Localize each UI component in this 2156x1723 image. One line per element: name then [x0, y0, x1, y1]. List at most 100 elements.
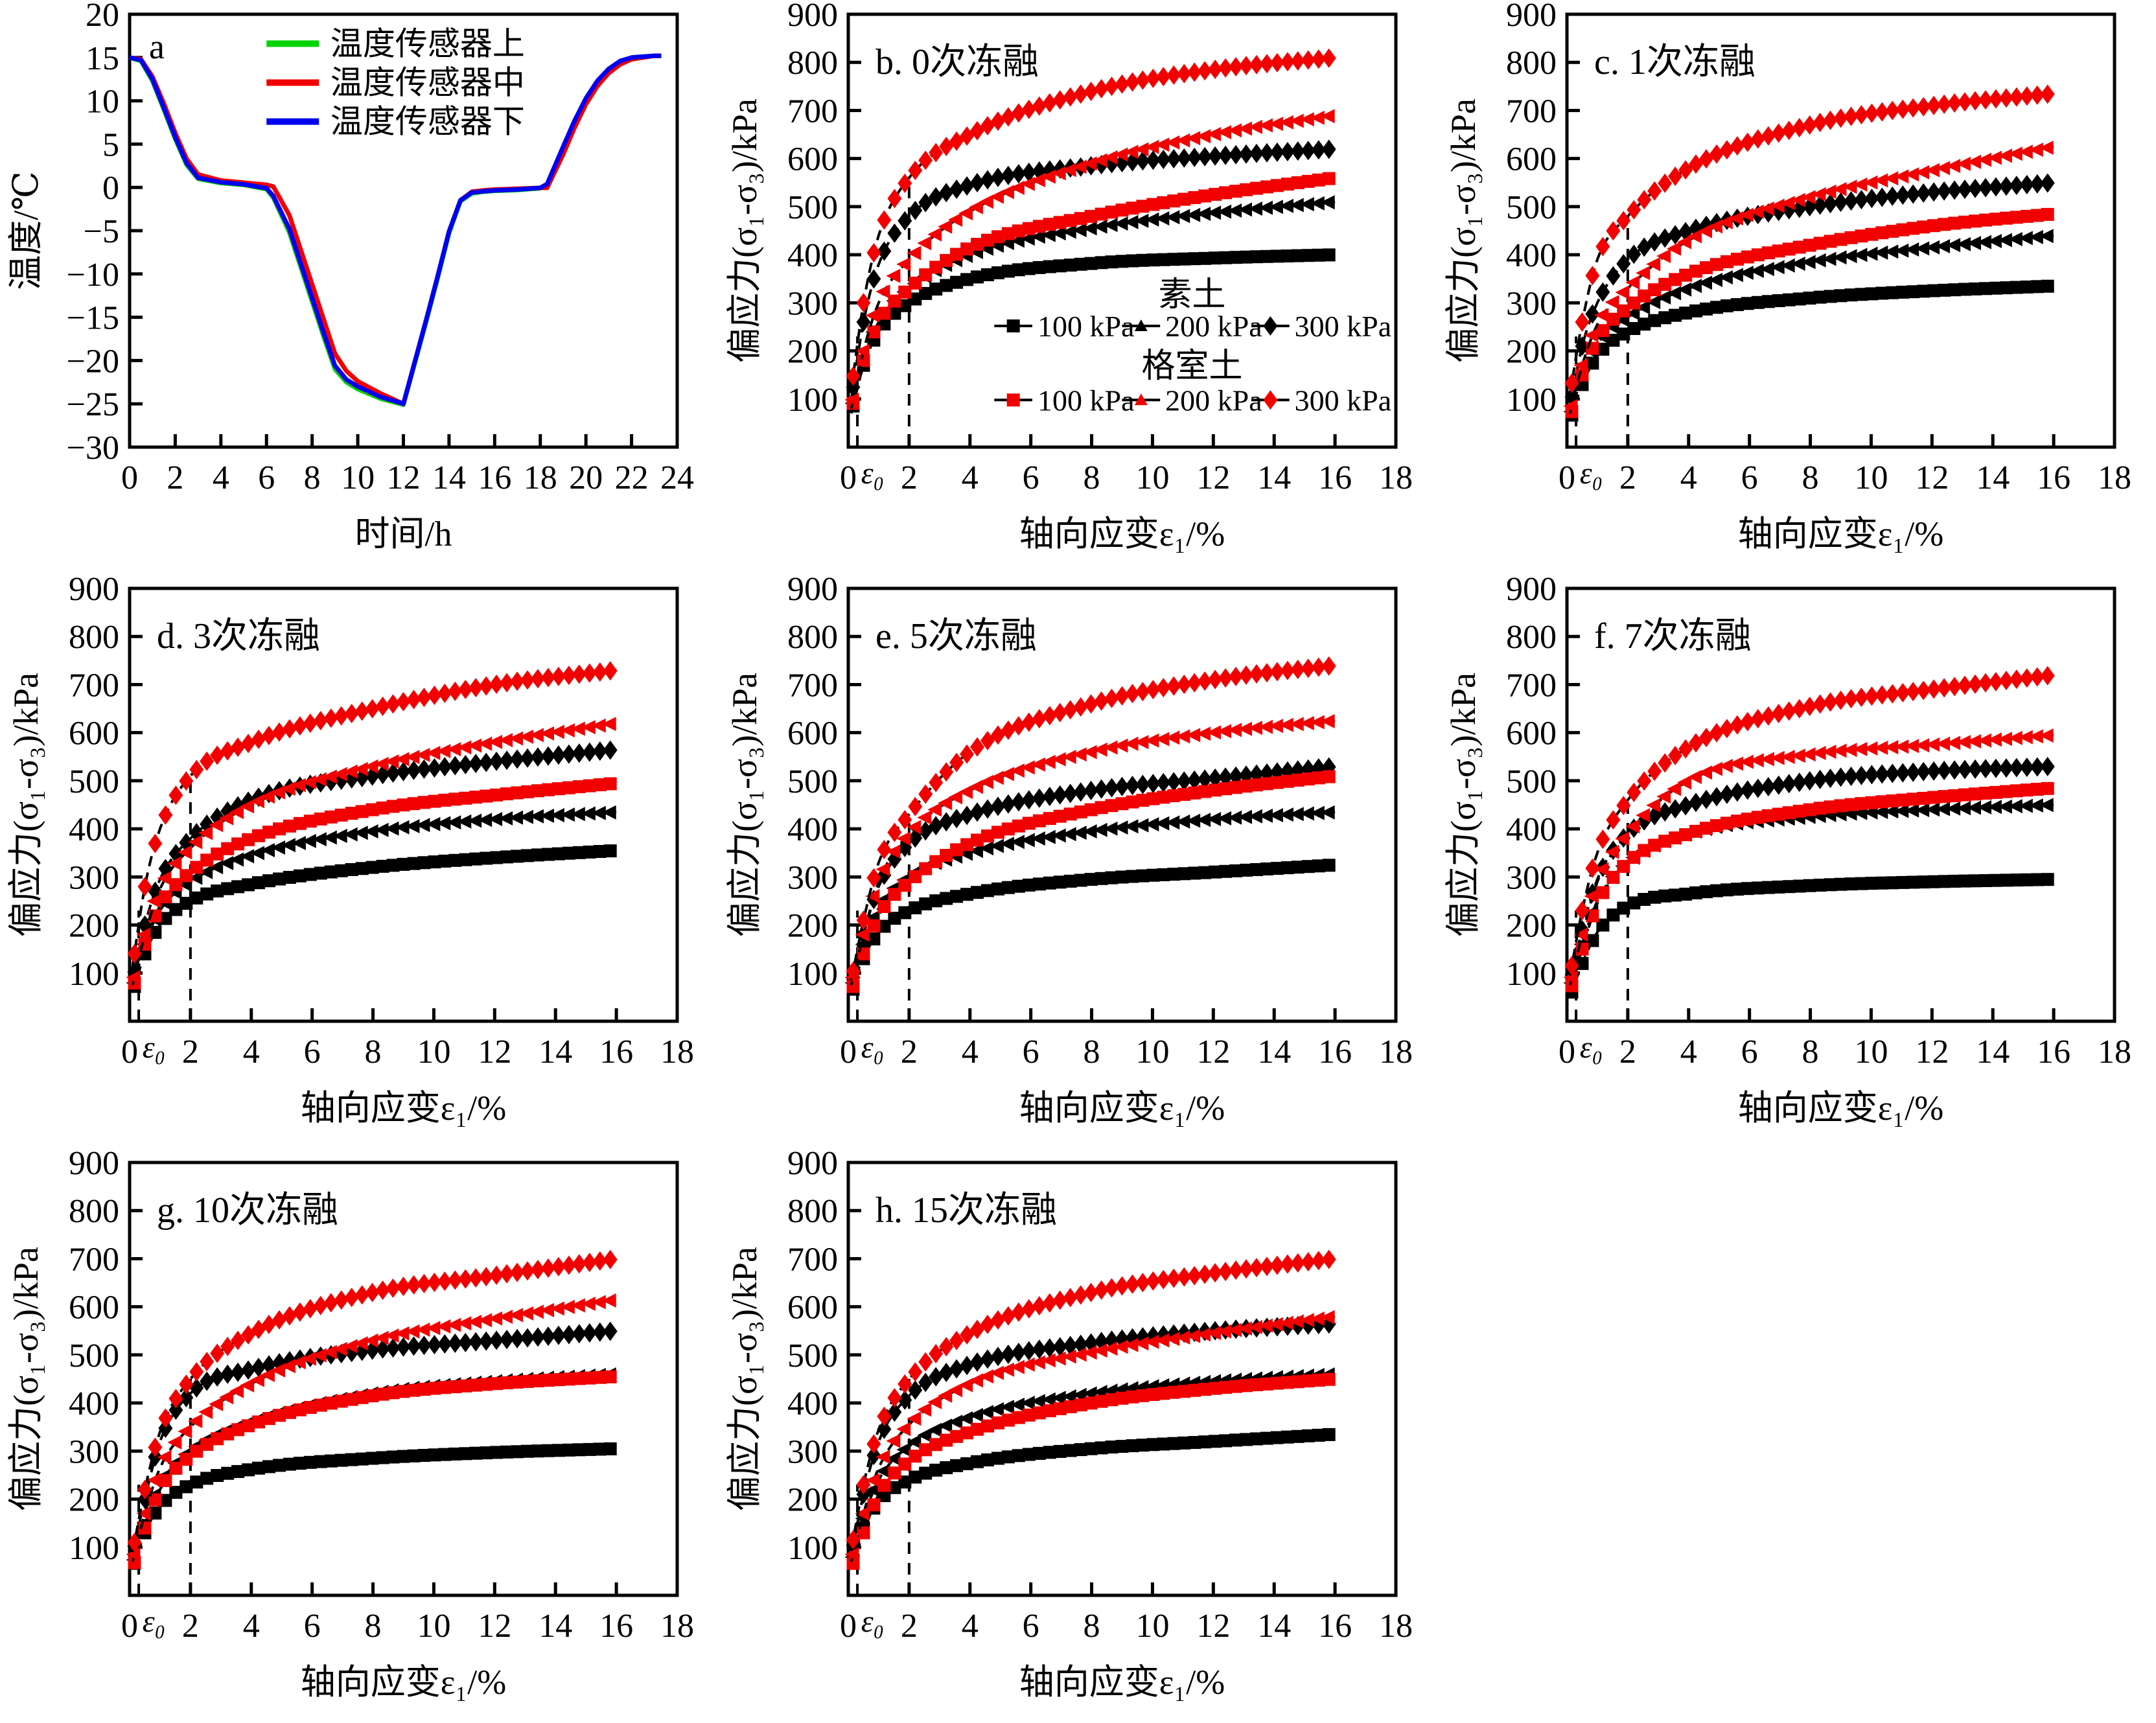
marker-diamond	[1125, 72, 1140, 92]
marker-triangle	[1739, 266, 1754, 280]
marker-square	[1177, 1436, 1191, 1450]
marker-diamond	[437, 1334, 452, 1354]
marker-square	[950, 1459, 964, 1472]
x-tick-label: 0	[840, 459, 857, 496]
marker-diamond	[500, 1264, 515, 1284]
marker-square	[376, 859, 389, 873]
marker-diamond	[469, 1268, 483, 1288]
marker-triangle	[436, 816, 451, 831]
marker-diamond	[898, 1374, 912, 1394]
marker-square	[1751, 881, 1765, 895]
marker-square	[981, 1419, 994, 1433]
marker-diamond	[1104, 76, 1119, 97]
x-tick-label: 18	[2098, 459, 2131, 496]
marker-square	[1167, 789, 1181, 802]
y-tick-label: 900	[787, 574, 838, 608]
marker-square	[1188, 191, 1201, 204]
marker-diamond	[489, 1330, 504, 1350]
marker-diamond	[1021, 162, 1036, 182]
marker-diamond	[2040, 84, 2055, 104]
marker-diamond	[386, 1338, 400, 1358]
marker-diamond	[1875, 187, 1890, 207]
marker-square	[991, 882, 1004, 896]
marker-square	[857, 1526, 870, 1540]
marker-square	[531, 848, 544, 862]
marker-triangle	[498, 1310, 513, 1324]
empty-cell	[1437, 1148, 2156, 1722]
marker-square	[909, 1450, 922, 1463]
marker-square	[1240, 863, 1253, 877]
marker-diamond	[1844, 767, 1859, 786]
marker-diamond	[1627, 782, 1641, 802]
marker-square	[180, 897, 193, 910]
marker-square	[459, 1379, 472, 1393]
y-tick-label: 600	[787, 141, 838, 178]
marker-square	[1219, 186, 1233, 200]
marker-diamond	[437, 683, 452, 703]
marker-diamond	[866, 243, 881, 263]
marker-diamond	[251, 1358, 266, 1378]
marker-diamond	[531, 1327, 545, 1347]
y-axis-title: 偏应力(σ₁-σ₃)/kPa	[725, 1247, 764, 1511]
marker-square	[1157, 791, 1170, 804]
marker-triangle	[1987, 800, 2002, 815]
marker-diamond	[1978, 178, 1993, 198]
marker-square	[603, 777, 617, 791]
marker-triangle	[343, 827, 358, 842]
marker-diamond	[1063, 783, 1078, 804]
marker-diamond	[908, 828, 923, 848]
marker-square	[1824, 800, 1837, 814]
marker-diamond	[1927, 761, 1942, 781]
marker-square	[438, 854, 452, 868]
marker-triangle	[240, 1378, 255, 1393]
y-tick-label: 300	[69, 859, 119, 896]
marker-square	[1063, 259, 1077, 272]
marker-diamond	[856, 293, 871, 313]
y-tick-label: 200	[1506, 334, 1557, 371]
marker-square	[2010, 784, 2023, 798]
marker-diamond	[939, 812, 954, 832]
marker-diamond	[396, 691, 411, 711]
marker-square	[1824, 235, 1837, 248]
marker-square	[1146, 792, 1160, 805]
marker-square	[1126, 202, 1139, 215]
marker-square	[562, 781, 575, 794]
marker-triangle	[1759, 202, 1774, 216]
marker-square	[293, 869, 307, 883]
marker-diamond	[1647, 181, 1662, 201]
panel-f-7-cycles-chart: 0 2 4 6 8 10 12 14 16 18 100 200 300 400 500 600 700 800 9…	[1437, 574, 2156, 1148]
y-tick-label: 800	[69, 619, 119, 656]
marker-square	[1209, 865, 1222, 879]
x-tick-label: 12	[387, 459, 421, 496]
marker-square	[1679, 828, 1693, 842]
marker-diamond	[1249, 143, 1264, 163]
marker-triangle	[1605, 295, 1619, 310]
marker-square	[231, 837, 245, 851]
marker-diamond	[1854, 105, 1869, 125]
marker-square	[490, 851, 504, 864]
marker-diamond	[2009, 669, 2024, 689]
marker-triangle	[1801, 747, 1816, 762]
marker-diamond	[1833, 108, 1848, 128]
marker-diamond	[856, 910, 871, 931]
marker-diamond	[479, 1267, 494, 1287]
marker-diamond	[1833, 192, 1848, 213]
marker-square	[1270, 1431, 1284, 1444]
marker-square	[1999, 785, 2013, 798]
marker-triangle	[1310, 805, 1325, 820]
marker-diamond	[2040, 757, 2055, 776]
marker-triangle	[332, 767, 347, 781]
marker-triangle	[958, 785, 973, 800]
marker-diamond	[1595, 237, 1610, 257]
marker-diamond	[1001, 165, 1015, 185]
marker-diamond	[2009, 87, 2024, 107]
marker-square	[324, 865, 338, 879]
marker-triangle	[2018, 231, 2033, 246]
marker-triangle	[188, 1414, 203, 1428]
marker-square	[1032, 220, 1046, 233]
marker-diamond	[375, 1339, 390, 1359]
marker-diamond	[551, 1256, 566, 1277]
marker-triangle	[1124, 145, 1139, 159]
eps0-label: ε₀	[1580, 1030, 1603, 1065]
marker-triangle	[540, 726, 554, 741]
